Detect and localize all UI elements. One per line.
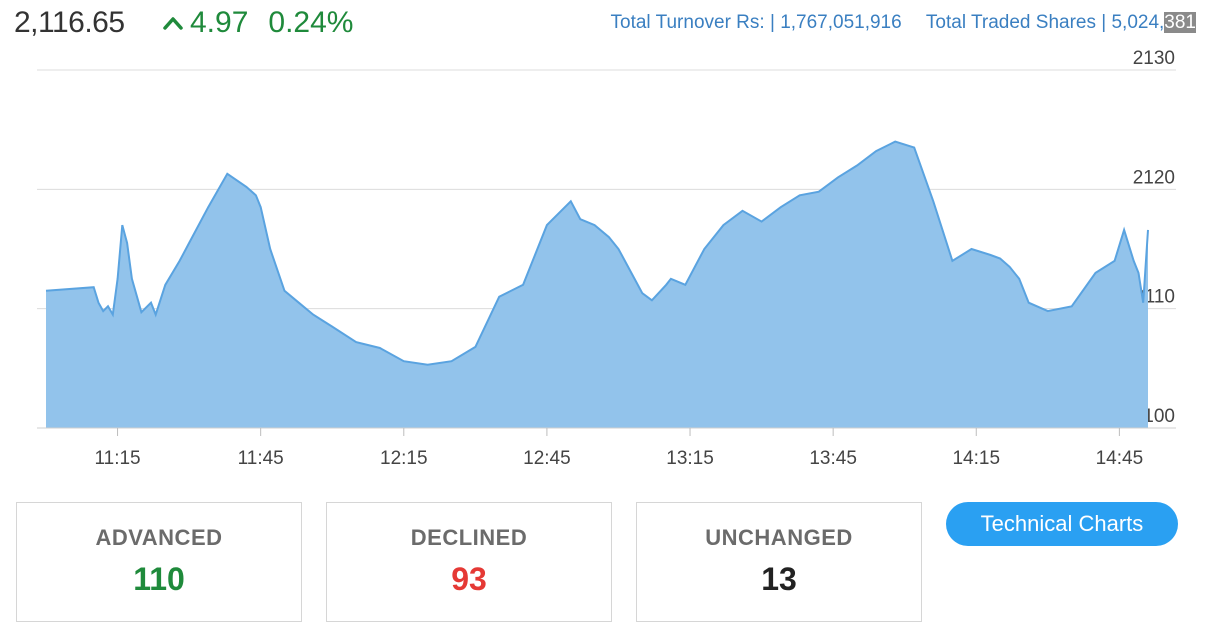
advanced-box: ADVANCED 110 (16, 502, 302, 622)
advanced-label: ADVANCED (95, 525, 223, 550)
unchanged-label: UNCHANGED (705, 525, 853, 550)
index-value: 2,116.65 (14, 6, 125, 39)
series-area (46, 141, 1148, 428)
y-tick-label: 2130 (1133, 50, 1175, 69)
index-change: 4.97 0.24% (162, 6, 353, 40)
declined-label: DECLINED (410, 525, 528, 550)
declined-value: 93 (451, 561, 487, 597)
divider: | (1101, 12, 1107, 33)
technical-charts-button[interactable]: Technical Charts (946, 502, 1178, 546)
x-tick-label: 13:15 (666, 448, 714, 469)
divider: | (769, 12, 775, 33)
x-tick-label: 14:45 (1096, 448, 1144, 469)
x-tick-label: 11:15 (94, 448, 140, 469)
turnover-value: 1,767,051,916 (780, 12, 902, 33)
x-tick-label: 12:15 (380, 448, 428, 469)
declined-box: DECLINED 93 (326, 502, 612, 622)
shares-value-selected: 381 (1164, 12, 1196, 33)
x-tick-label: 11:45 (238, 448, 284, 469)
series-line (45, 140, 1149, 366)
market-summary-header: 2,116.65 4.97 0.24% Total Turnover Rs: |… (0, 0, 1226, 50)
x-tick-label: 13:45 (809, 448, 857, 469)
change-value: 4.97 (190, 6, 249, 39)
shares-label: Total Traded Shares (925, 12, 1096, 33)
x-tick-label: 12:45 (523, 448, 571, 469)
unchanged-value: 13 (761, 561, 797, 597)
turnover-label: Total Turnover Rs: (610, 12, 765, 33)
shares-value: 5,024, (1111, 12, 1165, 33)
unchanged-box: UNCHANGED 13 (636, 502, 922, 622)
change-percent: 0.24% (268, 6, 354, 39)
advanced-value: 110 (133, 561, 185, 597)
y-tick-label: 2120 (1133, 167, 1175, 188)
caret-up-icon (163, 17, 183, 30)
x-tick-label: 14:15 (952, 448, 1000, 469)
turnover-summary: Total Turnover Rs: | 1,767,051,916 Total… (611, 12, 1196, 34)
